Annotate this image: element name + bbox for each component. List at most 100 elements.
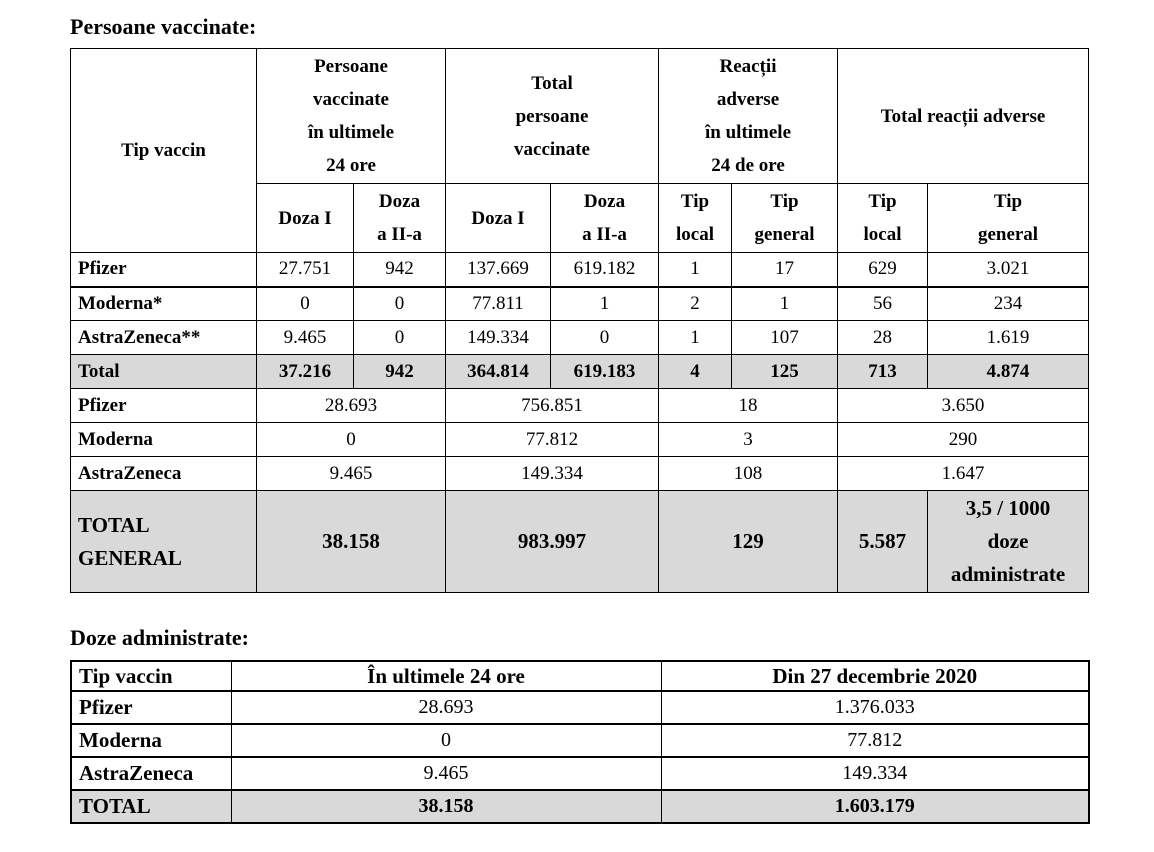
row-pfizer-doses: Pfizer 27.751 942 137.669 619.182 1 17 6… [70,252,1090,288]
cell: 137.669 [445,252,551,288]
cell: 27.751 [256,252,354,288]
cell: 17 [731,252,839,288]
cell: 28.693 [256,388,446,423]
persoane-vaccinate-table: Tip vaccin Persoane vaccinate în ultimel… [70,48,1090,593]
cell: 619.183 [549,354,660,389]
header-tip-local-total: Tip local [837,183,929,253]
doze-administrate-table: Tip vaccin În ultimele 24 ore Din 27 dec… [70,660,1090,824]
cell-total-general-vaccinated: 983.997 [444,490,660,593]
row-label: Moderna [70,422,257,457]
section-title-persoane-vaccinate: Persoane vaccinate: [70,14,257,39]
header-tip-local-24h: Tip local [658,183,733,253]
header-group-total-vaccinati: Total persoane vaccinate [444,48,660,184]
cell: 0 [353,320,446,355]
cell: 77.812 [444,422,660,457]
cell: 107 [731,320,839,355]
cell: 234 [927,286,1090,321]
row-total-doses: Total 37.216 942 364.814 619.183 4 125 7… [70,354,1090,389]
cell: 9.465 [256,456,446,491]
row-pfizer: Pfizer 28.693 1.376.033 [70,690,1090,725]
cell: 77.812 [660,723,1090,758]
cell: 0 [256,286,354,321]
cell-total-general-vaccinated-24h: 38.158 [256,490,446,593]
cell-total-general-reactions-rate: 3,5 / 1000 doze administrate [927,490,1090,593]
row-total-general: TOTAL GENERAL 38.158 983.997 129 5.587 3… [70,490,1090,593]
row-label: Pfizer [70,388,257,423]
cell: 149.334 [444,456,660,491]
cell: 1 [549,286,660,321]
cell: 1.603.179 [660,789,1090,824]
cell: 619.182 [549,252,660,288]
row-astrazeneca: AstraZeneca 9.465 149.334 [70,756,1090,791]
header-tip-general-24h: Tip general [731,183,839,253]
row-label: TOTAL [70,789,232,824]
table-header-row: Tip vaccin În ultimele 24 ore Din 27 dec… [70,660,1090,692]
cell: 4.874 [927,354,1090,389]
cell: 9.465 [230,756,662,791]
cell: 629 [837,252,929,288]
row-label: Total [70,354,257,389]
row-label: AstraZeneca [70,756,232,791]
header-doza2-24h: Doza a II-a [353,183,446,253]
cell: 290 [837,422,1090,457]
row-total: TOTAL 38.158 1.603.179 [70,789,1090,824]
header-doza2-total: Doza a II-a [549,183,660,253]
row-astrazeneca-combined: AstraZeneca 9.465 149.334 108 1.647 [70,456,1090,491]
cell: 125 [731,354,839,389]
table-header-row-subs: Doza I Doza a II-a Doza I Doza a II-a Ti… [71,183,1090,253]
cell: 37.216 [256,354,354,389]
header-group-total-reactii: Total reacții adverse [837,48,1090,184]
section-title-doze-administrate: Doze administrate: [70,625,250,650]
cell: 38.158 [230,789,662,824]
header-tip-vaccin: Tip vaccin [70,48,257,253]
cell: 1.376.033 [660,690,1090,725]
header-group-reactii-24h: Reacții adverse în ultimele 24 de ore [658,48,839,184]
row-pfizer-combined: Pfizer 28.693 756.851 18 3.650 [70,388,1090,423]
cell: 108 [658,456,839,491]
row-label: Moderna* [70,286,257,321]
header-tip-vaccin: Tip vaccin [70,660,232,692]
cell: 3 [658,422,839,457]
row-moderna: Moderna 0 77.812 [70,723,1090,758]
row-label: Moderna [70,723,232,758]
row-moderna-doses: Moderna* 0 0 77.811 1 2 1 56 234 [70,286,1090,321]
header-group-vaccinati-24h: Persoane vaccinate în ultimele 24 ore [256,48,446,184]
cell: 942 [353,252,446,288]
cell: 1.647 [837,456,1090,491]
row-label: TOTAL GENERAL [70,490,257,593]
header-din-27-decembrie: Din 27 decembrie 2020 [660,660,1090,692]
cell: 1 [658,252,733,288]
cell: 18 [658,388,839,423]
cell: 9.465 [256,320,354,355]
cell: 0 [353,286,446,321]
cell: 1 [658,320,733,355]
cell: 0 [549,320,660,355]
cell: 1.619 [927,320,1090,355]
row-astrazeneca-doses: AstraZeneca** 9.465 0 149.334 0 1 107 28… [70,320,1090,355]
cell: 3.021 [927,252,1090,288]
cell: 4 [658,354,733,389]
cell: 756.851 [444,388,660,423]
cell: 28.693 [230,690,662,725]
page: Persoane vaccinate: Tip vaccin Persoane … [70,14,1090,824]
cell: 56 [837,286,929,321]
row-label: AstraZeneca [70,456,257,491]
row-label: Pfizer [70,252,257,288]
cell: 28 [837,320,929,355]
cell-total-general-reactions-local: 5.587 [837,490,929,593]
cell: 364.814 [445,354,551,389]
header-doza1-total: Doza I [445,183,551,253]
cell: 77.811 [445,286,551,321]
row-label: Pfizer [70,690,232,725]
header-tip-general-total: Tip general [927,183,1090,253]
cell: 713 [837,354,929,389]
header-ultimele-24-ore: În ultimele 24 ore [230,660,662,692]
cell: 0 [230,723,662,758]
cell: 942 [353,354,446,389]
cell: 149.334 [660,756,1090,791]
cell: 149.334 [445,320,551,355]
table-header-row-groups: Tip vaccin Persoane vaccinate în ultimel… [70,48,1090,253]
cell: 3.650 [837,388,1090,423]
cell: 2 [658,286,733,321]
cell: 1 [731,286,839,321]
